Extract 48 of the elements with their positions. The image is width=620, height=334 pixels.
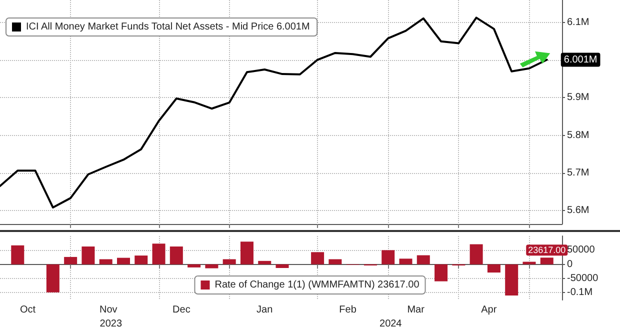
x-tick-label: Feb [339, 304, 357, 316]
bar [134, 256, 148, 264]
y-tick-label: 0 [567, 258, 573, 270]
bar [505, 264, 518, 296]
x2-tick-label: 2024 [380, 318, 402, 330]
bar [382, 250, 395, 264]
data-label: 23617.00 [528, 245, 566, 256]
y-tick-label: 5.8M [567, 130, 590, 141]
bar [205, 264, 218, 268]
bar [11, 245, 24, 264]
bar [276, 264, 289, 268]
x-tick-label: Oct [20, 304, 36, 316]
x-tick-label: Jan [256, 304, 273, 316]
legend-label: Rate of Change 1(1) (WMMFAMTN) 23617.00 [214, 280, 420, 290]
y-tick-label: -0.1M [567, 287, 593, 298]
bar [487, 264, 500, 273]
bar [240, 242, 254, 264]
bar [170, 246, 183, 264]
y-tick-label: -50000 [567, 272, 599, 284]
bar [46, 264, 60, 292]
bar [470, 244, 483, 264]
bar [434, 264, 448, 282]
bar [540, 258, 554, 264]
bar [416, 255, 430, 264]
x-tick-label: Nov [99, 304, 118, 316]
bar [116, 258, 130, 264]
x-tick-label: Apr [481, 304, 498, 316]
x-tick-label: Dec [172, 304, 190, 316]
y-tick-label: 5.7M [567, 167, 590, 178]
bar [82, 246, 95, 264]
x-tick-label: Mar [407, 304, 426, 316]
bar [188, 264, 201, 268]
bar [64, 256, 78, 264]
x2-tick-label: 2023 [100, 318, 122, 330]
bar [152, 244, 166, 264]
y-tick-label: 5.6M [567, 204, 590, 216]
y-tick-label: 50000 [567, 244, 596, 256]
bar [311, 252, 324, 264]
data-label: 6.001M [564, 54, 598, 66]
y-tick-label: 5.9M [567, 92, 590, 104]
bar [99, 259, 112, 264]
bar [258, 260, 272, 264]
bar [328, 259, 342, 264]
bar [222, 259, 236, 264]
bar [522, 262, 536, 264]
bar [399, 258, 412, 264]
legend-label: ICI All Money Market Funds Total Net Assets - Mid Price 6.001M [26, 22, 310, 32]
y-tick-label: 6.1M [567, 17, 590, 28]
